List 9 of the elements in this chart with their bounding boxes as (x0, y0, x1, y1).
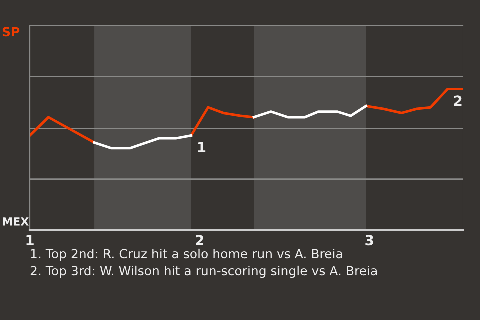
text: SP (2, 27, 20, 37)
annotation: 1 (198, 142, 206, 152)
x-tick-label: 3 (366, 235, 374, 246)
text: 2. Top 3rd: W. Wilson hit a run-scoring single vs A. Breia (30, 266, 378, 278)
x-tick-label: 1 (26, 235, 34, 246)
text: MEX (3, 218, 29, 226)
x-tick-label: 2 (196, 235, 204, 246)
text: 1. Top 2nd: R. Cruz hit a solo home run vs A. Breia (31, 248, 342, 262)
annotation: 2 (454, 96, 462, 106)
